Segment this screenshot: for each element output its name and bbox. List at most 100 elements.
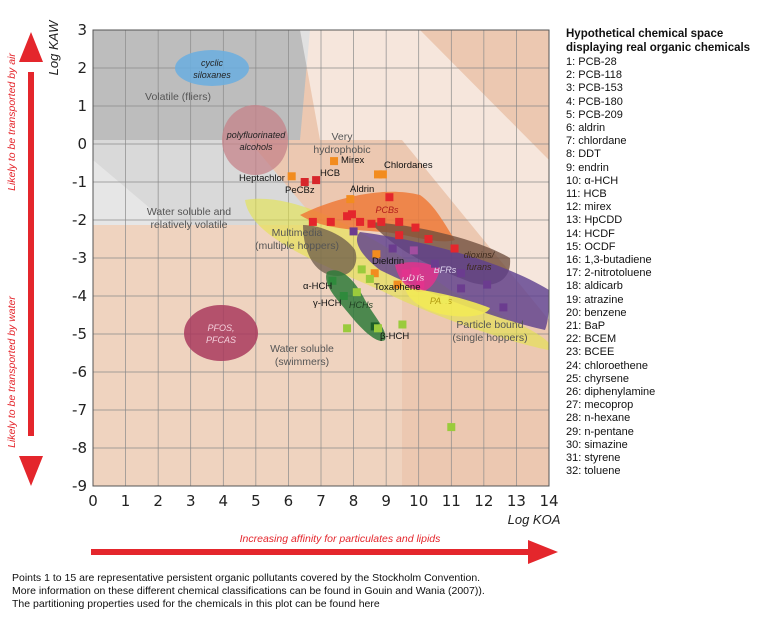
x-tick-label: 8	[349, 492, 359, 510]
legend-item: 27: mecoprop	[566, 399, 634, 412]
footnote-line-2: More information on these different chem…	[12, 585, 485, 597]
legend-item: 16: 1,3-butadiene	[566, 254, 652, 267]
y-tick-label: -9	[72, 477, 87, 495]
data-point	[395, 231, 404, 240]
data-point	[352, 288, 361, 297]
siloxanes-label-2: siloxanes	[193, 70, 231, 80]
hchs-label: HCHs	[349, 300, 373, 310]
y-axis-title: Log KAW	[46, 19, 61, 75]
plot-frame	[92, 29, 550, 487]
legend-item: 32: toluene	[566, 465, 621, 478]
data-points	[287, 157, 508, 432]
legend-item: 22: BCEM	[566, 333, 617, 346]
toxaphene-label: Toxaphene	[374, 282, 420, 293]
data-point	[440, 295, 449, 304]
footnote: Points 1 to 15 are representative persis…	[12, 572, 752, 611]
y-tick-label: -6	[72, 363, 87, 381]
vertical-arrow-up-head	[19, 32, 43, 62]
data-point	[483, 280, 492, 289]
legend-item: 19: atrazine	[566, 293, 624, 306]
data-point	[499, 303, 508, 312]
y-tick-label: -8	[72, 439, 87, 457]
data-point	[447, 423, 456, 432]
chemical-legend-panel: Hypothetical chemical space displaying r…	[566, 28, 761, 479]
x-tick-label: 5	[251, 492, 261, 510]
data-point	[374, 170, 382, 179]
data-point	[346, 195, 355, 204]
data-point	[457, 284, 466, 293]
data-point	[385, 193, 394, 202]
dioxins-label-1: dioxins/	[464, 250, 496, 260]
data-point	[398, 320, 407, 329]
legend-item: 17: 2-nitrotoluene	[566, 267, 652, 280]
legend-item: 15: OCDF	[566, 240, 616, 253]
y-tick-label: 2	[77, 59, 87, 77]
y-tick-label: -7	[72, 401, 87, 419]
data-point	[411, 267, 420, 276]
legend-item: 4: PCB-180	[566, 95, 623, 108]
y-axis-ticks: 3 2 1 0 -1 -2 -3 -4 -5 -6 -7 -8 -9	[72, 21, 87, 495]
legend-list: 1: PCB-28 2: PCB-118 3: PCB-153 4: PCB-180 5…	[566, 56, 761, 479]
x-tick-label: 11	[442, 492, 461, 510]
x-tick-label: 4	[219, 492, 229, 510]
pfos-label-1: PFOS,	[207, 323, 234, 333]
legend-item: 7: chlordane	[566, 135, 627, 148]
legend-item: 29: n-pentane	[566, 425, 634, 438]
x-tick-label: 10	[409, 492, 428, 510]
y-tick-label: -3	[72, 249, 87, 267]
x-tick-label: 9	[381, 492, 391, 510]
legend-item: 30: simazine	[566, 438, 628, 451]
x-tick-label: 12	[474, 492, 493, 510]
water-transport-label: Likely to be transported by water	[6, 296, 18, 448]
x-tick-label: 1	[121, 492, 131, 510]
data-point	[339, 292, 348, 300]
particle-bound-label-2: (single hoppers)	[452, 332, 527, 344]
legend-item: 3: PCB-153	[566, 82, 623, 95]
legend-item: 25: chyrsene	[566, 372, 629, 385]
pfa-label-1: polyfluorinated	[226, 130, 287, 140]
very-hydrophobic-label-1: Very	[331, 131, 353, 143]
siloxanes-label-1: cyclic	[201, 58, 223, 68]
legend-item: 6: aldrin	[566, 122, 606, 135]
horizontal-arrow-head	[528, 540, 558, 564]
footnote-line-3: The partitioning properties used for the…	[12, 598, 380, 610]
x-tick-label: 7	[316, 492, 326, 510]
x-axis-title: Log KOA	[508, 512, 561, 527]
multimedia-label-2: (multiple hoppers)	[255, 240, 339, 252]
data-point	[416, 280, 425, 289]
legend-item: 12: mirex	[566, 201, 612, 214]
water-soluble-volatile-label-1: Water soluble and	[147, 206, 231, 218]
white-wedge	[300, 30, 549, 320]
very-hydrophobic-label-2: hydrophobic	[313, 144, 370, 156]
data-point	[300, 178, 309, 186]
legend-item: 8: DDT	[566, 148, 601, 161]
ddts-label: DDTs	[402, 273, 425, 283]
hcb-label: HCB	[320, 168, 340, 179]
legend-item: 13: HpCDD	[566, 214, 623, 227]
data-point	[287, 172, 296, 181]
data-point	[357, 265, 366, 274]
data-point	[378, 170, 387, 179]
water-soluble-volatile-label-2: relatively volatile	[150, 219, 227, 231]
particulates-arrow-label: Increasing affinity for particulates and…	[240, 533, 442, 545]
x-tick-label: 3	[186, 492, 196, 510]
legend-item: 1: PCB-28	[566, 56, 617, 68]
legend-item: 9: endrin	[566, 161, 609, 174]
data-point	[374, 324, 382, 333]
g-hch-label: γ-HCH	[313, 298, 342, 309]
legend-item: 26: diphenylamine	[566, 386, 656, 399]
water-soluble-volatile-wedge	[93, 160, 170, 225]
b-hch-label: β-HCH	[380, 331, 409, 342]
data-point	[367, 219, 376, 228]
footnote-line-1: Points 1 to 15 are representative persis…	[12, 572, 481, 584]
data-point	[401, 269, 410, 278]
y-tick-label: -2	[72, 211, 87, 229]
multimedia-label-1: Multimedia	[272, 227, 323, 239]
data-point	[308, 217, 317, 226]
water-soluble-label-2: (swimmers)	[275, 356, 329, 368]
a-hch-label: α-HCH	[303, 281, 332, 292]
y-tick-label: -4	[72, 287, 87, 305]
y-tick-label: -5	[72, 325, 87, 343]
air-transport-label: Likely to be transported by air	[6, 53, 18, 191]
legend-item: 20: benzene	[566, 306, 627, 319]
